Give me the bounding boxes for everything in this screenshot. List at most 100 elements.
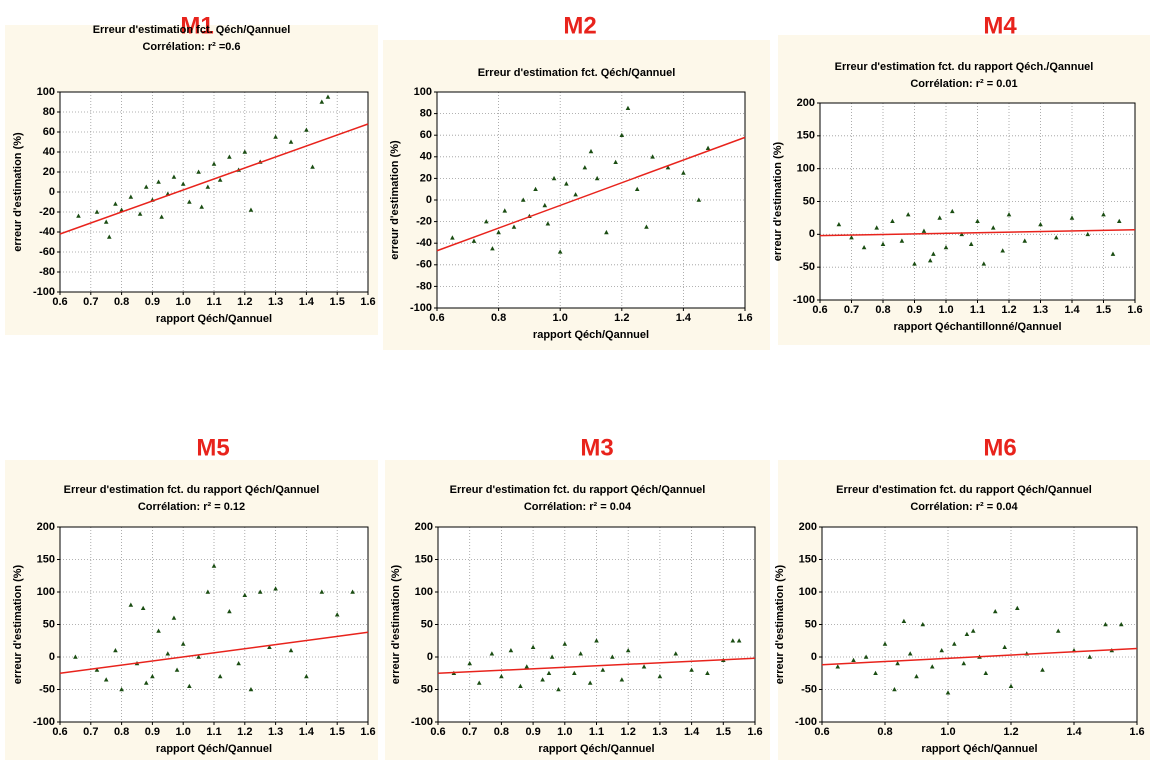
y-tick-label: -20 [39, 206, 55, 218]
y-tick-label: -40 [39, 226, 55, 238]
chart-title: Erreur d'estimation fct. du rapport Qéch… [450, 484, 706, 496]
x-tick-label: 0.9 [145, 726, 160, 738]
data-point [180, 641, 186, 646]
data-point [1118, 622, 1124, 627]
data-point [835, 664, 841, 669]
data-point [242, 592, 248, 598]
x-tick-label: 1.4 [1066, 726, 1082, 738]
data-point [119, 207, 124, 212]
data-point [205, 184, 211, 189]
data-point [557, 249, 563, 254]
data-point [211, 161, 217, 166]
x-tick-label: 0.6 [52, 726, 67, 738]
x-tick-label: 1.2 [614, 312, 629, 324]
y-tick-label: 0 [427, 651, 433, 663]
panel-label: M3 [580, 434, 613, 461]
x-tick-label: 1.6 [747, 726, 762, 738]
y-tick-label: 80 [420, 108, 432, 120]
data-point [1055, 628, 1061, 633]
x-tick-label: 1.2 [237, 726, 252, 738]
x-tick-label: 0.8 [114, 726, 129, 738]
plot-area [820, 103, 1135, 300]
data-point [921, 228, 927, 233]
data-point [836, 221, 842, 227]
data-point [143, 680, 149, 685]
data-point [304, 127, 309, 132]
y-tick-label: -80 [416, 280, 432, 292]
x-tick-label: 1.1 [970, 304, 985, 316]
data-point [937, 215, 942, 220]
x-tick-label: 0.6 [52, 296, 67, 308]
x-tick-label: 1.6 [360, 296, 375, 308]
x-tick-label: 0.8 [114, 296, 129, 308]
plot-frame [821, 526, 1138, 723]
data-point [736, 638, 742, 643]
data-point [174, 667, 180, 672]
y-tick-label: -100 [411, 716, 433, 728]
data-point [1002, 644, 1007, 650]
x-tick-label: 1.5 [330, 296, 345, 308]
data-point [1085, 231, 1091, 237]
plot-frame [59, 91, 369, 293]
x-tick-label: 0.9 [145, 296, 160, 308]
data-point [128, 602, 134, 607]
data-point [890, 218, 895, 223]
data-point [273, 134, 278, 139]
x-tick-label: 0.8 [494, 726, 509, 738]
data-point [905, 212, 911, 217]
data-point [705, 145, 711, 150]
data-point [217, 177, 223, 182]
data-point [496, 229, 501, 235]
data-point [511, 224, 517, 229]
data-point [578, 651, 583, 656]
x-axis-label: rapport Qéchantillonné/Qannuel [893, 321, 1061, 333]
data-point [273, 586, 278, 591]
data-point [983, 670, 989, 676]
data-point [582, 165, 588, 170]
data-point [549, 654, 555, 659]
data-point [490, 246, 495, 251]
y-tick-label: 50 [43, 618, 55, 630]
data-point [196, 654, 201, 659]
x-axis-label: rapport Qéch/Qannuel [156, 313, 272, 325]
data-point [644, 224, 649, 229]
data-point [187, 683, 192, 689]
data-point [73, 654, 78, 659]
y-tick-label: -50 [801, 683, 817, 695]
data-point [874, 225, 879, 230]
data-point [518, 683, 523, 689]
data-point [587, 680, 593, 685]
chart-subtitle: Corrélation: r² = 0.12 [138, 501, 245, 513]
data-point [199, 204, 204, 209]
data-point [187, 199, 192, 204]
data-point [625, 105, 631, 110]
data-point [975, 218, 980, 223]
chart-subtitle: Corrélation: r² = 0.01 [910, 78, 1017, 90]
data-point [1110, 251, 1116, 256]
data-point [236, 661, 241, 666]
data-point [94, 209, 100, 214]
data-point [895, 661, 900, 666]
x-tick-label: 0.6 [430, 726, 445, 738]
plot-frame [436, 91, 746, 309]
data-point [288, 139, 294, 144]
data-point [128, 194, 134, 199]
data-point [1022, 238, 1028, 243]
chart-subtitle: Corrélation: r² = 0.04 [910, 501, 1018, 513]
x-tick-label: 1.0 [176, 296, 191, 308]
data-point [156, 628, 161, 633]
data-point [950, 208, 955, 214]
data-point [551, 175, 557, 181]
chart-subtitle: Corrélation: r² =0.6 [142, 41, 240, 53]
y-tick-label: -100 [410, 302, 432, 314]
data-point [939, 648, 944, 653]
chart-title: Erreur d'estimation fct. du rapport Qéch… [835, 61, 1094, 73]
x-tick-label: 1.5 [1096, 304, 1111, 316]
data-point [945, 690, 951, 695]
x-tick-label: 1.4 [676, 312, 692, 324]
y-tick-label: -100 [33, 286, 55, 298]
data-point [489, 651, 495, 656]
plot-frame [819, 102, 1136, 301]
data-point [619, 677, 625, 682]
data-point [113, 201, 118, 206]
